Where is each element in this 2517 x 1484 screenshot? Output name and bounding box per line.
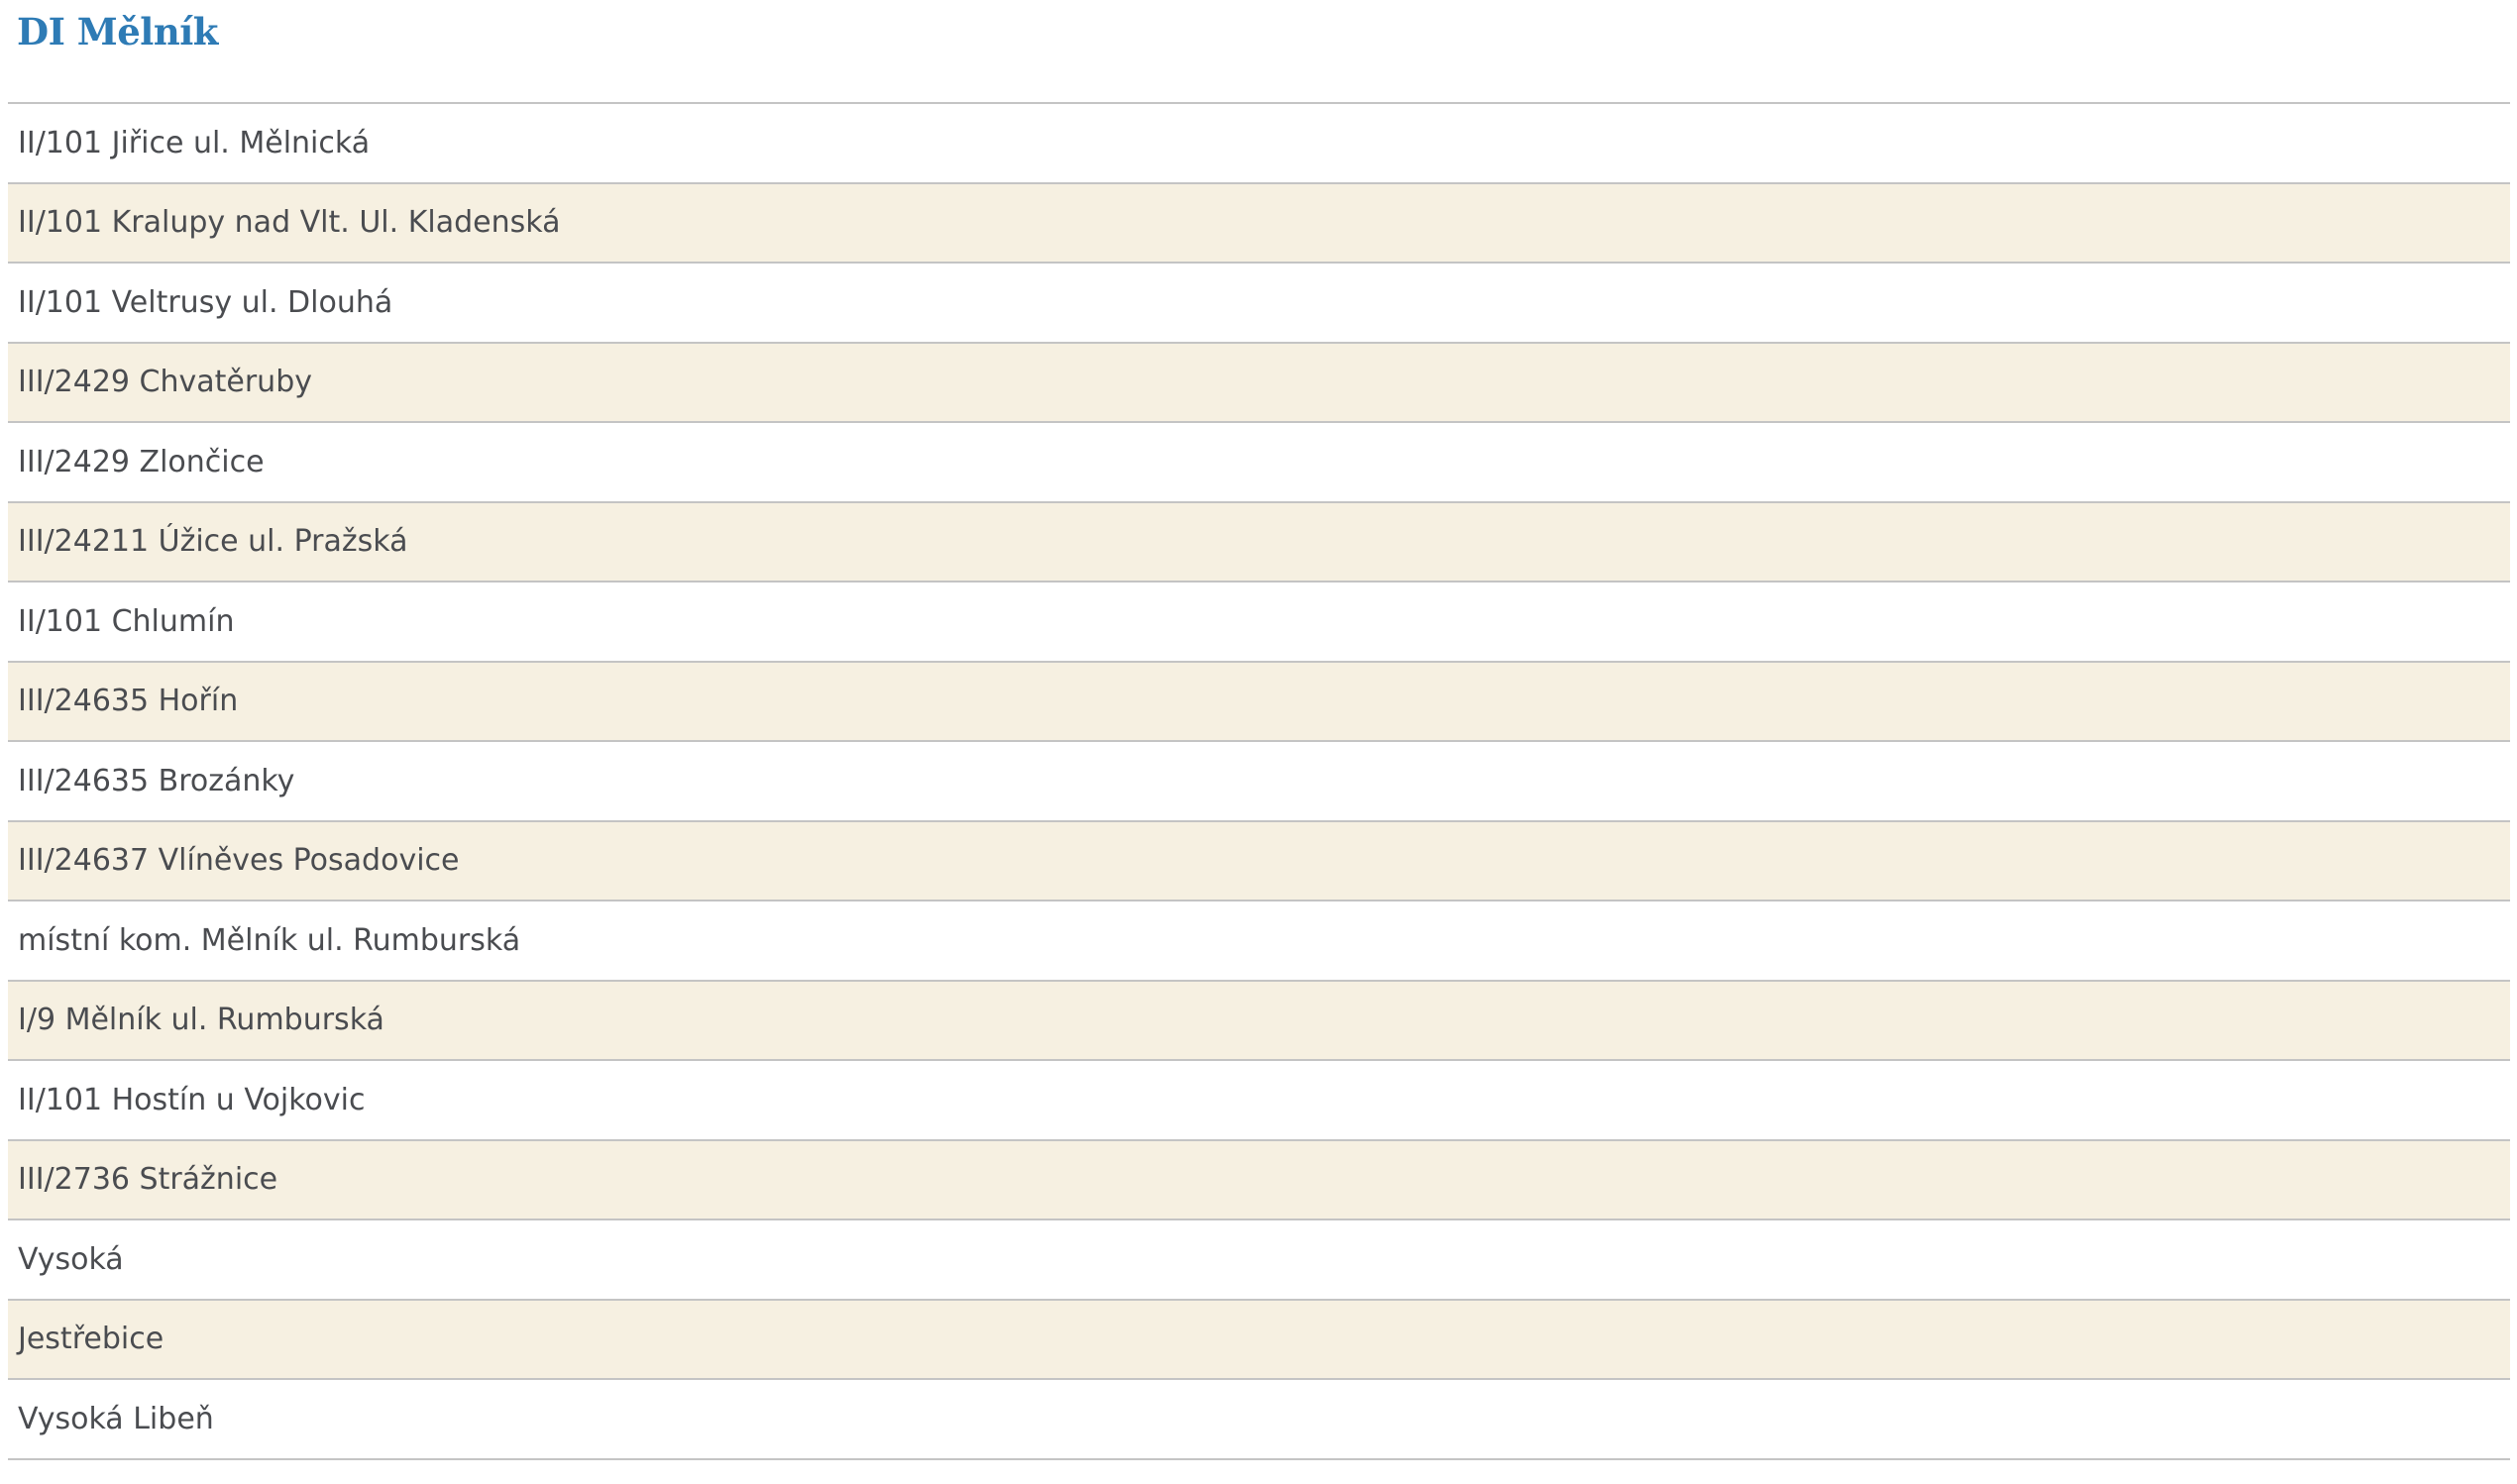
list-item: III/2429 Zlončice	[8, 423, 2510, 503]
list-item: II/101 Jiřice ul. Mělnická	[8, 104, 2510, 184]
list-item-label: Vysoká	[18, 1241, 124, 1277]
page-title: DI Mělník	[17, 10, 218, 53]
list-item-label: II/101 Jiřice ul. Mělnická	[18, 125, 371, 160]
list-item: III/2736 Strážnice	[8, 1140, 2510, 1220]
list-item: II/101 Hostín u Vojkovic	[8, 1061, 2510, 1141]
list-item: III/24637 Vlíněves Posadovice	[8, 821, 2510, 901]
list-item: I/9 Mělník ul. Rumburská	[8, 981, 2510, 1061]
list-item-label: Vysoká Libeň	[18, 1401, 214, 1436]
list-item-label: III/24635 Brozánky	[18, 763, 295, 798]
list-item-label: III/2429 Zlončice	[18, 444, 265, 479]
list-item: místní kom. Mělník ul. Rumburská	[8, 901, 2510, 982]
list-item-label: III/24635 Hořín	[18, 684, 239, 719]
list-item-label: III/2429 Chvatěruby	[18, 365, 312, 400]
list-item: Jestřebice	[8, 1300, 2510, 1380]
list-item: III/24635 Brozánky	[8, 742, 2510, 822]
list-item-label: I/9 Mělník ul. Rumburská	[18, 1003, 384, 1038]
list-item-label: II/101 Veltrusy ul. Dlouhá	[18, 284, 393, 320]
list-item-label: III/2736 Strážnice	[18, 1162, 278, 1198]
list-item: II/101 Chlumín	[8, 583, 2510, 663]
list-item-label: místní kom. Mělník ul. Rumburská	[18, 922, 521, 958]
list-item-label: Jestřebice	[18, 1322, 164, 1357]
list-item-label: III/24211 Úžice ul. Pražská	[18, 524, 408, 560]
list-item: III/2429 Chvatěruby	[8, 343, 2510, 423]
list-item-label: II/101 Hostín u Vojkovic	[18, 1082, 366, 1117]
list-item: III/24635 Hořín	[8, 662, 2510, 742]
list-item-label: III/24637 Vlíněves Posadovice	[18, 843, 460, 879]
list-item: Vysoká	[8, 1220, 2510, 1301]
location-list: II/101 Jiřice ul. Mělnická II/101 Kralupy…	[8, 102, 2510, 1460]
list-item-label: II/101 Kralupy nad Vlt. Ul. Kladenská	[18, 205, 561, 241]
list-item: III/24211 Úžice ul. Pražská	[8, 502, 2510, 583]
list-item: Vysoká Libeň	[8, 1380, 2510, 1460]
list-item: II/101 Kralupy nad Vlt. Ul. Kladenská	[8, 183, 2510, 264]
list-item: II/101 Veltrusy ul. Dlouhá	[8, 264, 2510, 344]
list-item-label: II/101 Chlumín	[18, 603, 235, 639]
